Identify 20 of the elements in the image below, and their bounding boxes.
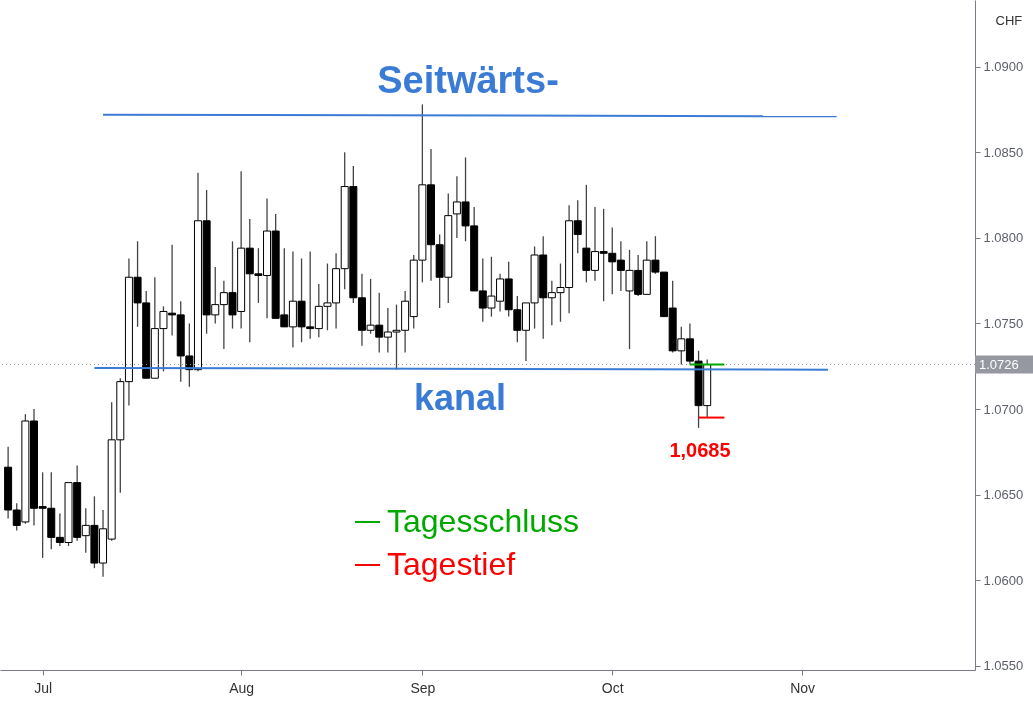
annotation: 1,0685 xyxy=(669,439,731,461)
y-tick-label: 1.0850 xyxy=(983,144,1024,160)
y-tick-label: 1.0700 xyxy=(983,401,1024,417)
legend-label: Tagesschluss xyxy=(387,503,580,539)
ref-line-label: 1.0726 xyxy=(979,356,1019,372)
x-tick-label: Aug xyxy=(229,679,255,696)
legend-label: Tagestief xyxy=(387,546,516,582)
x-tick-label: Nov xyxy=(790,679,816,696)
annotation: Seitwärts- xyxy=(377,59,559,101)
x-tick-label: Oct xyxy=(601,679,624,696)
annotation: kanal xyxy=(413,377,507,418)
y-tick-label: 1.0800 xyxy=(983,230,1024,246)
y-tick-label: 1.0600 xyxy=(983,572,1024,588)
y-tick-label: 1.0750 xyxy=(983,315,1024,331)
y-axis-title: CHF xyxy=(995,12,1023,28)
y-tick-label: 1.0550 xyxy=(983,658,1024,674)
x-tick-label: Sep xyxy=(410,679,436,696)
y-tick-label: 1.0900 xyxy=(983,59,1024,75)
y-tick-label: 1.0650 xyxy=(983,487,1024,503)
x-tick-label: Jul xyxy=(34,679,53,696)
